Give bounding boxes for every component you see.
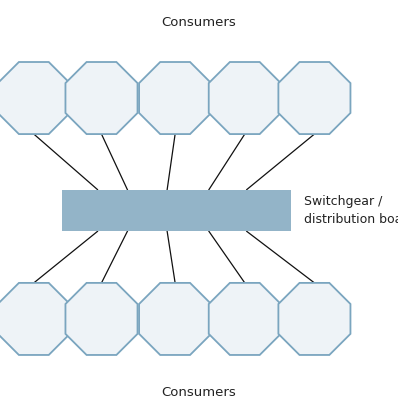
Polygon shape bbox=[139, 62, 211, 134]
Polygon shape bbox=[0, 62, 70, 134]
Polygon shape bbox=[65, 62, 138, 134]
Polygon shape bbox=[278, 283, 351, 355]
Polygon shape bbox=[0, 283, 70, 355]
Polygon shape bbox=[278, 62, 351, 134]
Polygon shape bbox=[209, 283, 281, 355]
Text: Consumers: Consumers bbox=[162, 16, 236, 30]
Text: Consumers: Consumers bbox=[162, 386, 236, 399]
Polygon shape bbox=[209, 62, 281, 134]
Polygon shape bbox=[139, 283, 211, 355]
Bar bbox=[62, 189, 291, 231]
Polygon shape bbox=[65, 283, 138, 355]
Text: Switchgear /
distribution board: Switchgear / distribution board bbox=[304, 195, 398, 226]
